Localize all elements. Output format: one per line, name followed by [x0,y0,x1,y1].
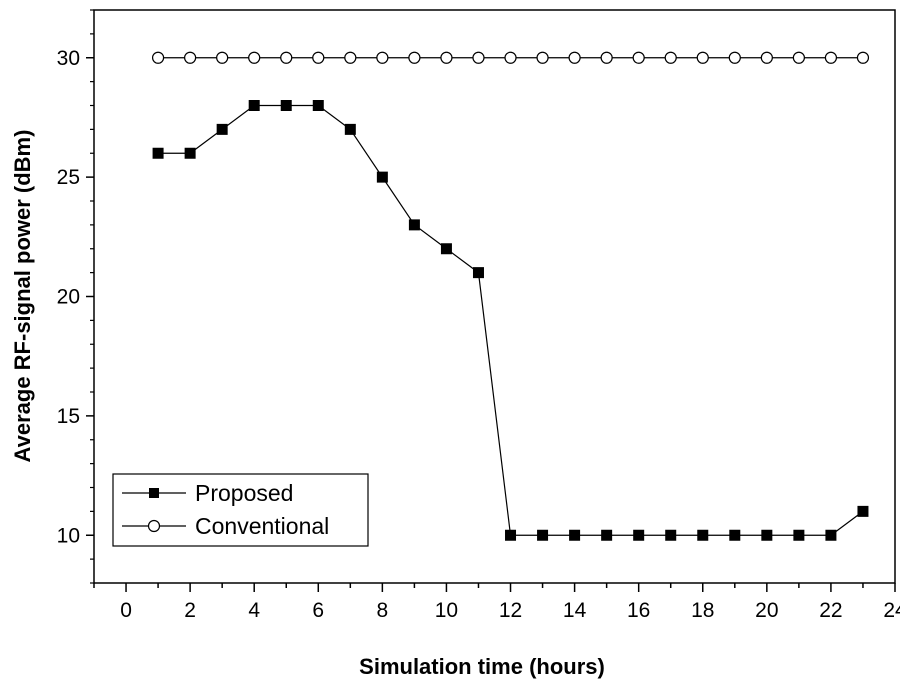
data-point-proposed [825,529,837,541]
data-point-proposed [280,100,292,111]
data-point-proposed [440,243,452,255]
y-axis-title: Average RF-signal power (dBm) [10,130,35,463]
data-point-conventional [696,51,709,64]
data-point-conventional [151,51,165,64]
x-tick-label: 6 [312,599,324,622]
y-tick-label: 25 [57,166,80,189]
y-tick-label: 10 [57,524,80,547]
data-point-conventional [568,51,581,64]
data-point-proposed [184,147,196,159]
legend-label-proposed: Proposed [195,480,293,506]
data-point-proposed [601,529,613,541]
legend-marker-proposed [149,488,159,498]
x-tick-label: 8 [377,599,389,622]
data-point-conventional [856,51,870,64]
data-point-conventional [216,51,229,64]
data-point-proposed [376,171,388,183]
x-tick-label: 4 [248,599,260,622]
data-point-proposed [505,529,517,541]
x-tick-label: 14 [563,599,587,622]
data-point-proposed [312,100,324,111]
data-point-proposed [408,219,420,231]
series-line-proposed [158,104,864,536]
data-point-conventional [824,51,838,64]
data-point-conventional [248,51,261,64]
x-tick-label: 0 [120,599,132,622]
data-point-proposed [472,267,484,279]
x-tick-label: 24 [883,599,900,622]
data-point-conventional [792,51,805,64]
legend-label-conventional: Conventional [195,513,329,539]
data-point-conventional [600,51,613,64]
data-point-proposed [152,147,164,159]
x-tick-label: 12 [499,599,522,622]
data-point-conventional [664,51,677,64]
legend-box [112,473,369,547]
y-tick-label: 15 [57,405,80,428]
data-point-proposed [761,529,773,541]
data-point-conventional [472,51,485,64]
legend-marker-conventional [147,519,161,533]
data-point-conventional [312,51,325,64]
data-point-conventional [376,51,389,64]
y-tick-label: 20 [57,286,80,309]
x-tick-label: 18 [691,599,714,622]
data-point-proposed [857,505,869,517]
data-point-conventional [536,51,549,64]
data-point-conventional [632,51,645,64]
data-point-conventional [728,51,741,64]
data-point-conventional [504,51,517,64]
axis-ticks: 0246810121416182022241015202530 [57,9,900,622]
legend: Proposed Conventional [112,473,369,547]
data-point-conventional [280,51,293,64]
data-point-proposed [248,100,260,111]
data-point-proposed [216,123,228,135]
x-axis-title: Simulation time (hours) [359,654,605,679]
data-point-conventional [408,51,421,64]
x-tick-label: 2 [184,599,196,622]
x-tick-label: 10 [435,599,458,622]
data-point-conventional [184,51,197,64]
data-point-conventional [760,51,773,64]
data-point-proposed [344,123,356,135]
y-tick-label: 30 [57,47,80,70]
x-tick-label: 20 [755,599,778,622]
x-tick-label: 16 [627,599,650,622]
data-point-proposed [697,529,709,541]
data-point-proposed [537,529,549,541]
data-point-proposed [633,529,645,541]
data-point-conventional [440,51,453,64]
data-point-proposed [665,529,677,541]
data-point-proposed [729,529,741,541]
x-tick-label: 22 [819,599,842,622]
data-point-conventional [344,51,357,64]
series-layer [151,51,870,541]
data-point-proposed [793,529,805,541]
data-point-proposed [569,529,581,541]
